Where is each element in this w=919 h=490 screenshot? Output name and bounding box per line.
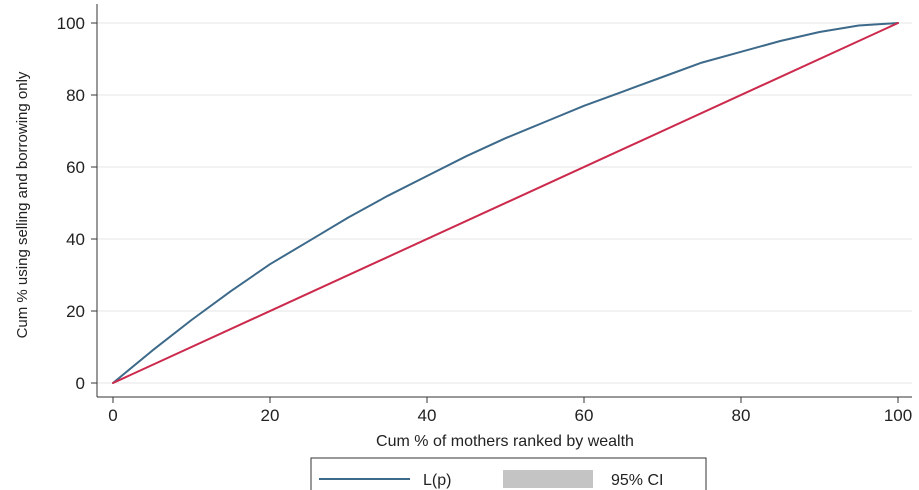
y-tick-label: 20 <box>66 302 85 321</box>
legend-ci-swatch <box>503 470 593 488</box>
legend: L(p) 95% CI <box>310 457 707 490</box>
series-line-lp <box>112 22 899 384</box>
x-axis-title: Cum % of mothers ranked by wealth <box>376 433 634 450</box>
y-axis-title: Cum % using selling and borrowing only <box>14 71 31 338</box>
legend-label-ci: 95% CI <box>611 472 663 489</box>
y-tick-label: 0 <box>76 374 85 393</box>
y-tick-label: 40 <box>66 230 85 249</box>
x-tick-label: 80 <box>732 406 751 425</box>
series-line-equality <box>112 22 899 384</box>
x-tick-label: 40 <box>418 406 437 425</box>
gridlines <box>97 22 912 384</box>
y-tick-label: 60 <box>66 158 85 177</box>
y-tick-label: 100 <box>57 14 85 33</box>
legend-label-lp: L(p) <box>423 472 451 489</box>
series-layer <box>112 22 899 384</box>
y-tick-label: 80 <box>66 86 85 105</box>
plot-frame <box>96 4 912 398</box>
x-tick-label: 0 <box>108 406 117 425</box>
x-tick-label: 60 <box>575 406 594 425</box>
y-axis: 0 20 40 60 80 100 <box>57 14 97 393</box>
x-tick-label: 100 <box>884 406 912 425</box>
x-axis: 0 20 40 60 80 100 <box>108 397 912 425</box>
x-tick-label: 20 <box>261 406 280 425</box>
